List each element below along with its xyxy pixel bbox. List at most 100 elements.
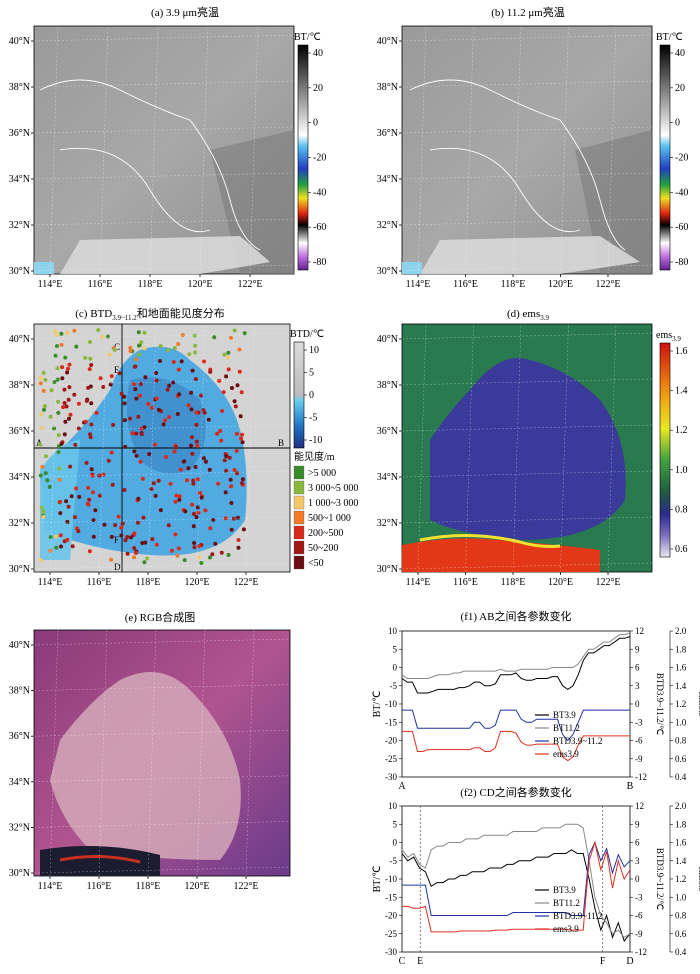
station-dot [87, 497, 92, 502]
right2-tick-label: 0.4 [675, 772, 687, 782]
station-dot [134, 396, 139, 401]
station-dot [122, 394, 127, 399]
lon-gridline [512, 25, 522, 275]
station-dot [88, 435, 93, 440]
chart-f1-series-line [402, 730, 630, 762]
station-dot [125, 551, 130, 556]
lat-tick-label: 40°N [9, 334, 30, 345]
lat-gridline [33, 821, 291, 828]
station-dot [202, 359, 206, 364]
right2-tick-label: 1.0 [675, 892, 687, 902]
left-tick-label: -15 [385, 892, 397, 902]
station-dot [143, 540, 148, 545]
station-dot [39, 505, 44, 510]
station-dot [64, 404, 69, 409]
lat-tick-label: 30°N [377, 266, 398, 277]
station-dot [163, 455, 168, 459]
left-tick-label: -10 [385, 699, 397, 709]
station-dot [69, 494, 74, 499]
cbar-tick-label: -60 [675, 222, 688, 233]
chart-f1-title: (f1) AB之间各参数变化 [461, 609, 572, 623]
station-dot [136, 496, 141, 501]
station-dot [122, 418, 127, 423]
left-tick-label: -15 [385, 717, 397, 727]
chart-f2-series-line [402, 841, 631, 916]
station-dot [86, 485, 91, 490]
station-dot [171, 380, 176, 385]
lat-tick-label: 40°N [9, 640, 30, 651]
x-mark-label: F [600, 956, 606, 967]
label-c: C [114, 342, 120, 352]
station-dot [142, 425, 147, 430]
station-dot [58, 533, 63, 538]
right2-tick-label: 0.8 [675, 736, 687, 746]
station-dot [213, 541, 218, 546]
station-dot [152, 442, 157, 447]
legend-label: BT11.2 [553, 723, 580, 733]
station-dot [206, 417, 211, 422]
visibility-legend-swatch [293, 525, 305, 540]
station-dot [190, 451, 195, 456]
lon-tick-label: 114°E [406, 577, 431, 588]
station-dot [65, 537, 70, 542]
station-dot [38, 473, 43, 478]
station-dot [199, 495, 204, 500]
right1-tick-label: 0 [635, 874, 640, 884]
station-dot [113, 523, 118, 528]
station-dot [136, 414, 141, 419]
station-dot [40, 464, 45, 469]
station-dot [136, 520, 140, 525]
station-dot [146, 402, 151, 406]
right1-tick-label: 9 [635, 819, 640, 829]
station-dot [86, 385, 91, 390]
station-dot [106, 458, 111, 463]
station-dot [63, 355, 68, 360]
lat-gridline [401, 516, 653, 524]
right1-tick-label: -9 [635, 754, 643, 764]
station-dot [87, 549, 92, 554]
lat-tick-label: 32°N [9, 518, 30, 529]
right1-tick-label: 3 [635, 856, 640, 866]
station-dot [58, 511, 63, 516]
station-dot [240, 477, 245, 482]
station-dot [222, 352, 227, 357]
cbar-tick-label: 0 [313, 118, 318, 129]
station-dot [55, 377, 60, 382]
left-axis-label: BT/℃ [372, 866, 383, 893]
panel-e: (e) RGB合成图 [33, 610, 291, 877]
station-dot [211, 517, 216, 522]
station-dot [195, 477, 200, 482]
station-dot [186, 466, 191, 471]
station-dot [147, 452, 152, 457]
lat-gridline [33, 470, 291, 478]
lat-gridline [33, 516, 291, 524]
lat-tick-label: 38°N [377, 82, 398, 93]
lon-gridline [560, 323, 569, 573]
station-dot [38, 557, 43, 562]
station-dot [105, 334, 110, 339]
station-dot [158, 359, 162, 363]
right2-tick-label: 2.0 [675, 801, 687, 811]
station-dot [119, 391, 124, 396]
lon-gridline [196, 323, 206, 573]
station-dot [195, 443, 200, 448]
lat-gridline [401, 126, 653, 134]
station-dot [89, 401, 94, 406]
station-dot [180, 333, 185, 337]
chart-f1-series-line [401, 636, 631, 694]
station-dot [45, 478, 50, 483]
right2-tick-label: 1.6 [675, 838, 687, 848]
station-dot [156, 478, 161, 483]
station-dot [142, 560, 147, 565]
cbar-tick-label: 10 [309, 345, 319, 356]
station-dot [194, 439, 199, 444]
station-dot [38, 442, 42, 447]
left-tick-label: -10 [385, 874, 397, 884]
station-dot [199, 561, 204, 565]
station-dot [89, 422, 94, 427]
station-dot [242, 331, 247, 336]
lon-tick-label: 116°E [453, 279, 478, 290]
right2-axis-label: ems3.9 [697, 691, 700, 717]
chart-f1-series-line [402, 709, 630, 742]
station-dot [43, 378, 48, 382]
